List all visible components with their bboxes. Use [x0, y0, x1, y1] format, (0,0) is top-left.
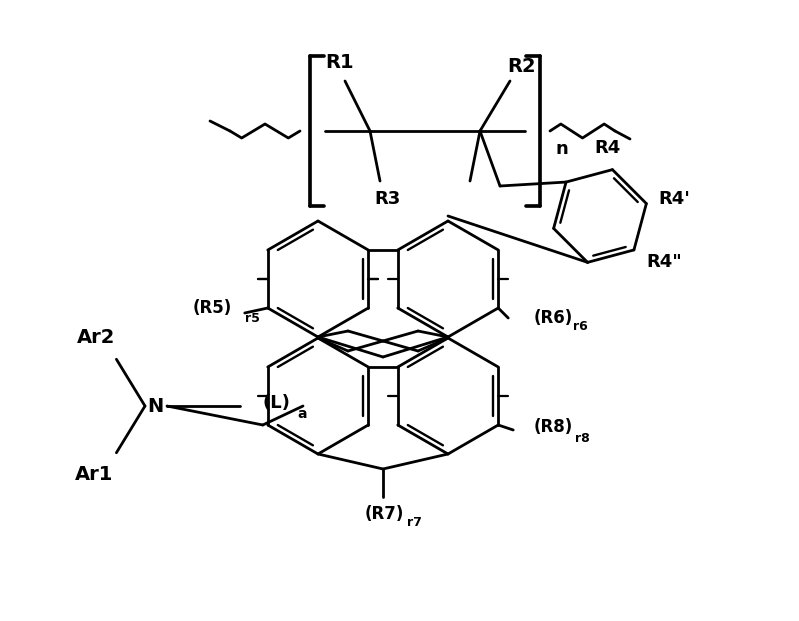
Text: r5: r5 — [244, 312, 260, 325]
Text: (R6): (R6) — [533, 309, 572, 327]
Text: R4: R4 — [594, 138, 621, 156]
Text: R4': R4' — [658, 189, 690, 207]
Text: (L): (L) — [263, 394, 291, 412]
Text: (R8): (R8) — [533, 418, 572, 436]
Text: r6: r6 — [573, 319, 588, 332]
Text: n: n — [555, 140, 568, 158]
Text: R1: R1 — [326, 53, 354, 73]
Text: (R5): (R5) — [193, 299, 232, 317]
Text: R2: R2 — [507, 57, 536, 76]
Text: Ar1: Ar1 — [75, 465, 113, 484]
Text: (R7): (R7) — [365, 505, 404, 523]
Text: r7: r7 — [407, 515, 422, 528]
Text: N: N — [147, 396, 163, 415]
Text: r8: r8 — [575, 432, 590, 445]
Text: a: a — [297, 407, 307, 421]
Text: R4": R4" — [646, 253, 682, 271]
Text: R3: R3 — [375, 190, 401, 208]
Text: Ar2: Ar2 — [78, 328, 116, 347]
